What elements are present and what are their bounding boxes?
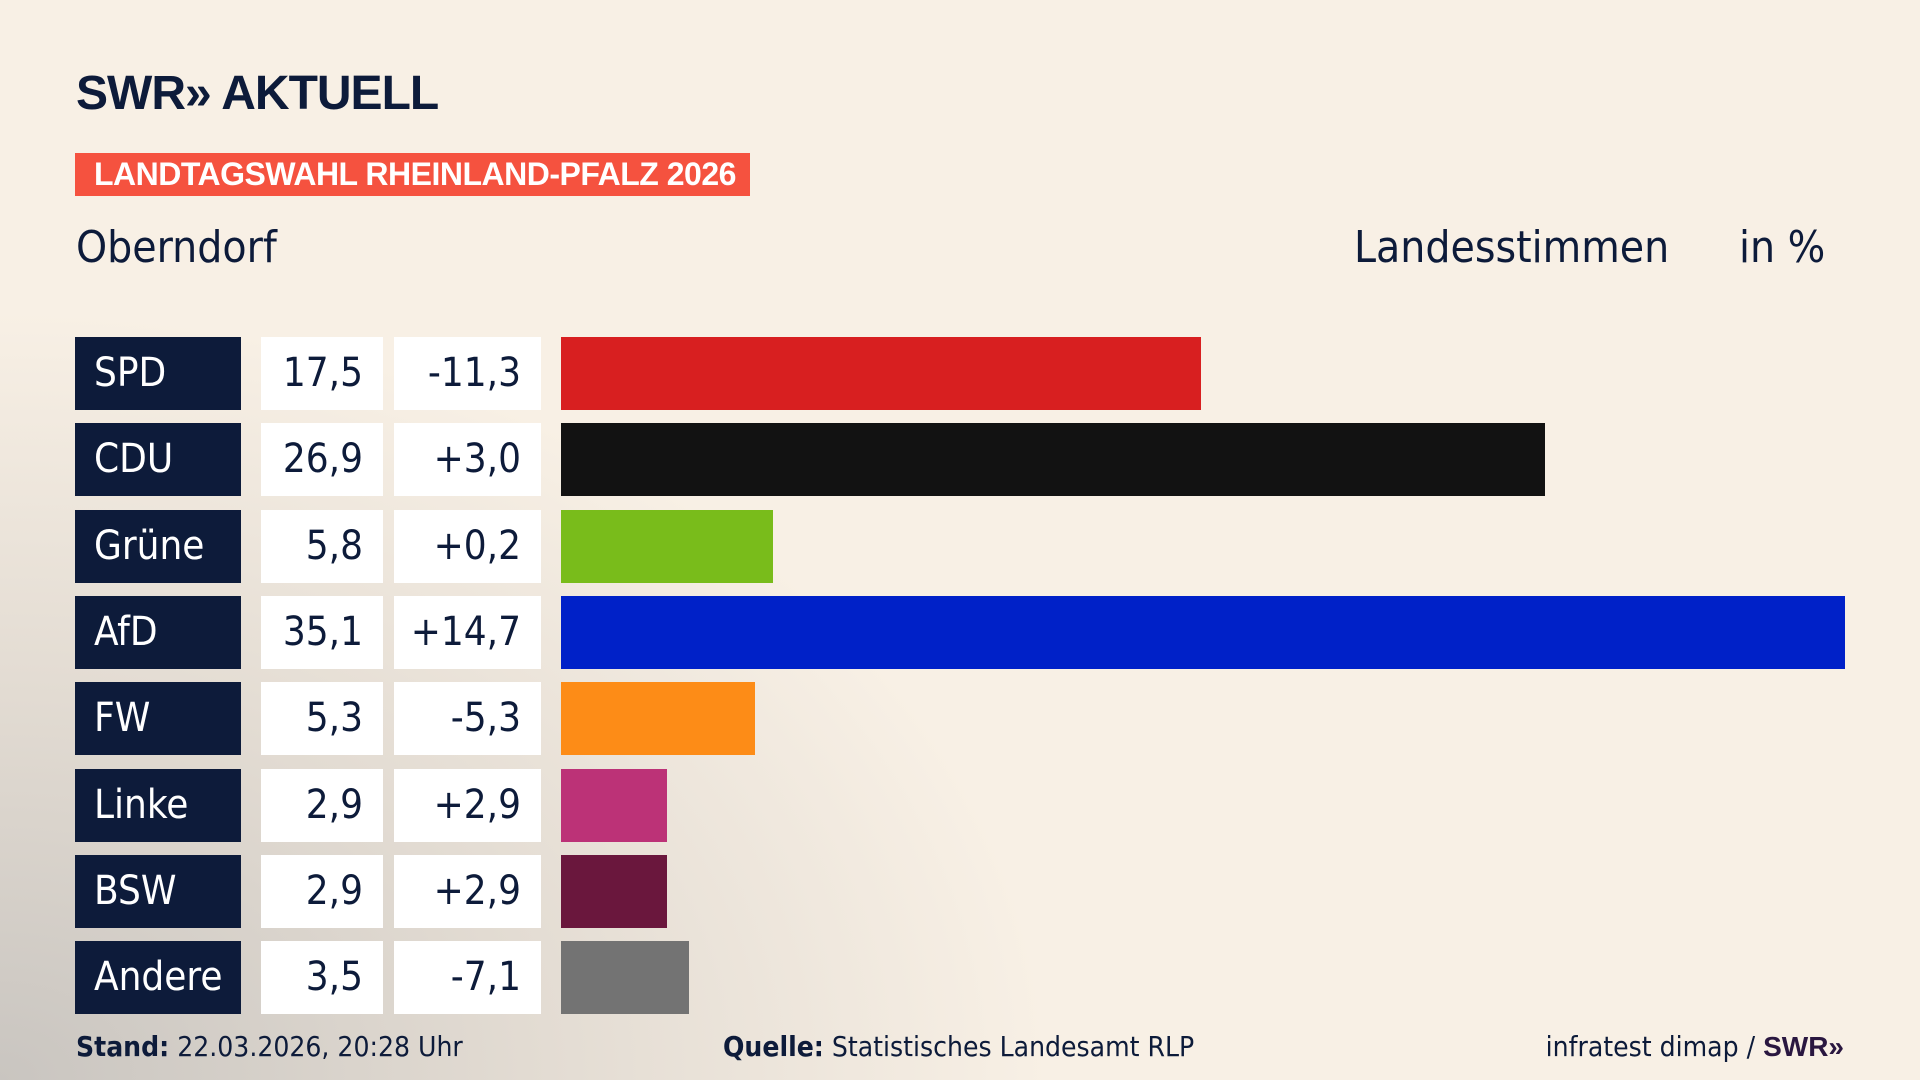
swr-aktuell-logo: SWR» AKTUELL [76,67,439,120]
party-name: FW [75,682,241,756]
vote-share: 3,5 [261,941,383,1015]
vote-share: 2,9 [261,854,383,928]
vote-change: +0,2 [394,509,541,583]
party-bar [561,337,1202,410]
vote-change: -7,1 [394,941,541,1015]
credit-text: infratest dimap / [1545,1030,1756,1063]
party-name: BSW [75,854,241,928]
vote-share: 5,8 [261,509,383,583]
party-bar [561,595,1845,669]
party-bar [561,509,774,583]
party-bar [561,854,668,928]
vote-change: -11,3 [394,337,541,410]
party-name: SPD [75,337,241,410]
party-name: Andere [75,941,241,1015]
vote-share: 5,3 [261,682,383,756]
stand-value: 22.03.2026, 20:28 Uhr [177,1030,463,1063]
stand-label: Stand: [76,1030,170,1063]
vote-change: -5,3 [394,682,541,756]
source: Quelle: Statistisches Landesamt RLP [723,1030,1194,1064]
source-value: Statistisches Landesamt RLP [831,1030,1195,1063]
party-bar [561,941,690,1015]
party-bar [561,423,1546,497]
party-name: Grüne [75,509,241,583]
party-bar [561,682,755,756]
timestamp: Stand: 22.03.2026, 20:28 Uhr [76,1030,463,1064]
swr-logo: SWR» [1763,1031,1844,1062]
party-name: AfD [75,595,241,669]
vote-change: +3,0 [394,423,541,497]
election-banner: LANDTAGSWAHL RHEINLAND-PFALZ 2026 [75,153,750,196]
party-name: CDU [75,423,241,497]
vote-share: 35,1 [261,595,383,669]
party-bar [561,768,668,842]
vote-share: 17,5 [261,337,383,410]
vote-type-label: Landesstimmen [1354,222,1670,273]
credit: infratest dimap / SWR» [1546,1030,1844,1064]
vote-change: +2,9 [394,854,541,928]
vote-share: 2,9 [261,768,383,842]
unit-label: in % [1739,222,1826,273]
vote-change: +14,7 [394,595,541,669]
location-title: Oberndorf [76,222,277,273]
party-name: Linke [75,768,241,842]
vote-share: 26,9 [261,423,383,497]
source-label: Quelle: [723,1030,824,1063]
vote-change: +2,9 [394,768,541,842]
